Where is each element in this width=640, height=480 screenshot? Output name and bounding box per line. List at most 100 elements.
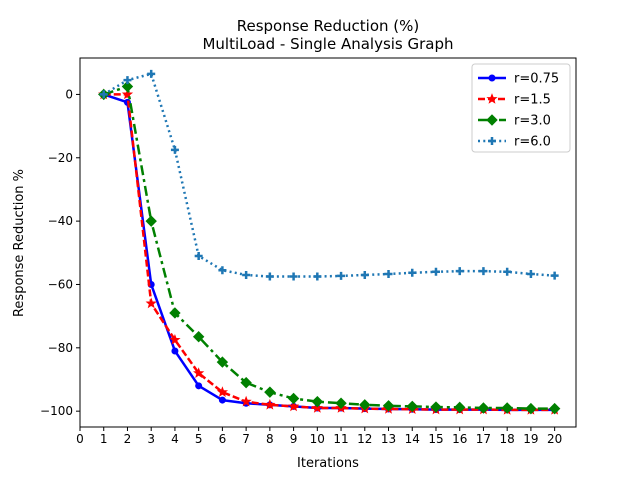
data-point	[359, 399, 371, 411]
x-tick-label: 13	[381, 432, 396, 446]
data-point	[525, 402, 537, 415]
data-point	[550, 271, 559, 280]
series-4	[99, 69, 559, 281]
data-point	[264, 398, 276, 410]
x-tick-label: 10	[310, 432, 325, 446]
data-point	[408, 268, 417, 277]
x-tick-label: 2	[124, 432, 132, 446]
data-point	[287, 392, 300, 405]
data-point	[526, 270, 535, 279]
legend-entry: r=1.5	[478, 93, 551, 108]
data-point	[311, 395, 324, 408]
x-tick-label: 6	[219, 432, 227, 446]
x-tick-label: 4	[171, 432, 179, 446]
data-point	[240, 395, 252, 407]
data-point	[454, 401, 466, 414]
axis-ticks: 0 1 2 3 4 5 6 7 8 9 10 11 12 13 14 15 16 17 18 19 200−20−40−…	[40, 87, 562, 446]
data-point	[382, 400, 395, 412]
data-point	[218, 266, 227, 275]
y-tick-label: −20	[48, 151, 73, 165]
x-tick-label: 0	[76, 432, 84, 446]
data-point	[501, 402, 513, 414]
x-tick-label: 20	[547, 432, 562, 446]
data-point	[123, 76, 132, 85]
data-point	[406, 400, 418, 413]
data-point	[170, 145, 179, 154]
data-point	[503, 267, 512, 276]
series-3	[98, 80, 561, 415]
legend-label: r=6.0	[514, 135, 551, 150]
legend-marker	[486, 93, 498, 104]
data-point	[477, 402, 490, 414]
data-point	[171, 347, 179, 355]
x-tick-label: 7	[242, 432, 250, 446]
legend: r=0.75 r=1.5 r=3.0 r=6.0	[471, 63, 571, 153]
data-point	[99, 90, 108, 99]
legend-entry: r=6.0	[478, 135, 551, 150]
data-point	[240, 376, 252, 389]
data-point	[193, 367, 205, 378]
data-point	[384, 270, 393, 279]
y-tick-label: −100	[40, 404, 73, 418]
chart-subtitle: MultiLoad - Single Analysis Graph	[202, 35, 453, 53]
x-tick-label: 3	[147, 432, 155, 446]
legend-label: r=3.0	[514, 114, 551, 129]
data-point	[216, 356, 229, 368]
data-point	[145, 297, 157, 309]
x-tick-label: 12	[357, 432, 372, 446]
y-tick-label: −60	[48, 277, 73, 291]
y-axis-label: Response Reduction %	[12, 169, 27, 317]
legend-box	[471, 63, 571, 153]
legend-entry: r=0.75	[478, 72, 559, 87]
x-tick-label: 1	[100, 432, 108, 446]
legend-marker	[488, 137, 496, 145]
data-point	[335, 397, 347, 409]
data-point	[218, 396, 226, 404]
data-point	[216, 386, 229, 397]
data-point	[337, 271, 346, 280]
legend-marker	[486, 114, 498, 126]
x-tick-label: 18	[500, 432, 515, 446]
data-point	[121, 80, 134, 93]
x-tick-label: 11	[333, 432, 348, 446]
series-line	[103, 93, 555, 412]
data-point	[548, 402, 561, 415]
data-point	[313, 272, 322, 281]
legend-marker	[488, 74, 496, 82]
data-point	[194, 251, 203, 260]
data-point	[169, 333, 181, 345]
x-tick-label: 9	[290, 432, 298, 446]
data-point	[192, 331, 205, 343]
data-point	[265, 272, 274, 281]
data-point	[264, 386, 276, 398]
plot-area	[98, 69, 561, 415]
x-tick-label: 8	[266, 432, 274, 446]
chart-title: Response Reduction (%)	[237, 17, 420, 35]
x-tick-label: 16	[452, 432, 467, 446]
y-tick-label: −40	[48, 214, 73, 228]
x-axis-label: Iterations	[297, 456, 359, 471]
data-point	[479, 267, 488, 276]
data-point	[455, 267, 464, 276]
x-tick-label: 19	[523, 432, 538, 446]
data-point	[360, 270, 369, 279]
data-point	[147, 69, 156, 78]
x-tick-label: 14	[405, 432, 420, 446]
data-point	[169, 307, 181, 319]
data-point	[121, 88, 134, 100]
y-tick-label: −80	[48, 341, 73, 355]
legend-entry: r=3.0	[478, 114, 551, 129]
x-tick-label: 17	[476, 432, 491, 446]
axes-frame	[79, 57, 577, 428]
data-point	[311, 402, 323, 413]
data-point	[431, 267, 440, 276]
data-point	[242, 270, 251, 279]
legend-label: r=0.75	[514, 72, 559, 87]
legend-label: r=1.5	[514, 93, 551, 108]
data-point	[289, 272, 298, 281]
data-point	[145, 215, 157, 227]
y-tick-label: 0	[65, 87, 73, 101]
x-tick-label: 5	[195, 432, 203, 446]
data-point	[430, 401, 442, 413]
